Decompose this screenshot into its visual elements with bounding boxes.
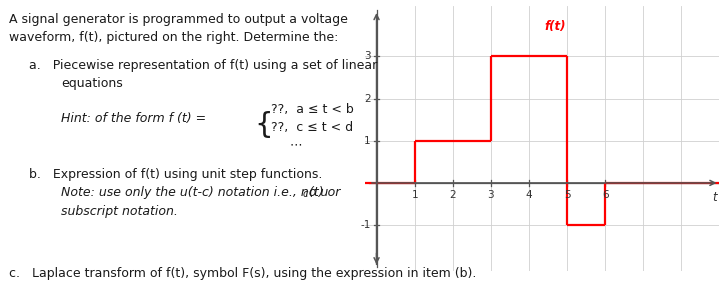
Text: 4: 4	[526, 191, 532, 201]
Text: 3: 3	[364, 51, 371, 61]
Text: b.   Expression of f(t) using unit step functions.: b. Expression of f(t) using unit step fu…	[29, 168, 322, 181]
Text: equations: equations	[61, 77, 123, 90]
Text: t: t	[712, 191, 717, 204]
Text: 2: 2	[450, 191, 456, 201]
Text: 1: 1	[411, 191, 418, 201]
Text: 2: 2	[364, 94, 371, 104]
Text: Note: use only the u(t-c) notation i.e., no u: Note: use only the u(t-c) notation i.e.,…	[61, 186, 329, 199]
Text: (t) or: (t) or	[309, 186, 341, 199]
Text: ??,  c ≤ t < d: ??, c ≤ t < d	[271, 121, 354, 134]
Text: c: c	[302, 189, 307, 199]
Text: 6: 6	[602, 191, 609, 201]
Text: ??,  a ≤ t < b: ??, a ≤ t < b	[271, 103, 354, 116]
Text: ⋯: ⋯	[289, 139, 301, 152]
Text: 1: 1	[364, 136, 371, 146]
Text: subscript notation.: subscript notation.	[61, 205, 179, 218]
Text: a.   Piecewise representation of f(t) using a set of linear: a. Piecewise representation of f(t) usin…	[29, 59, 377, 72]
Text: 5: 5	[564, 191, 570, 201]
Text: -1: -1	[361, 220, 371, 230]
Text: waveform, f(t), pictured on the right. Determine the:: waveform, f(t), pictured on the right. D…	[9, 31, 338, 44]
Text: Hint: of the form f (t) =: Hint: of the form f (t) =	[61, 112, 210, 125]
Text: {: {	[254, 111, 273, 139]
Text: A signal generator is programmed to output a voltage: A signal generator is programmed to outp…	[9, 13, 348, 26]
Text: 3: 3	[487, 191, 494, 201]
Text: f(t): f(t)	[544, 20, 565, 33]
Text: c.   Laplace transform of f(t), symbol F(s), using the expression in item (b).: c. Laplace transform of f(t), symbol F(s…	[9, 267, 476, 280]
